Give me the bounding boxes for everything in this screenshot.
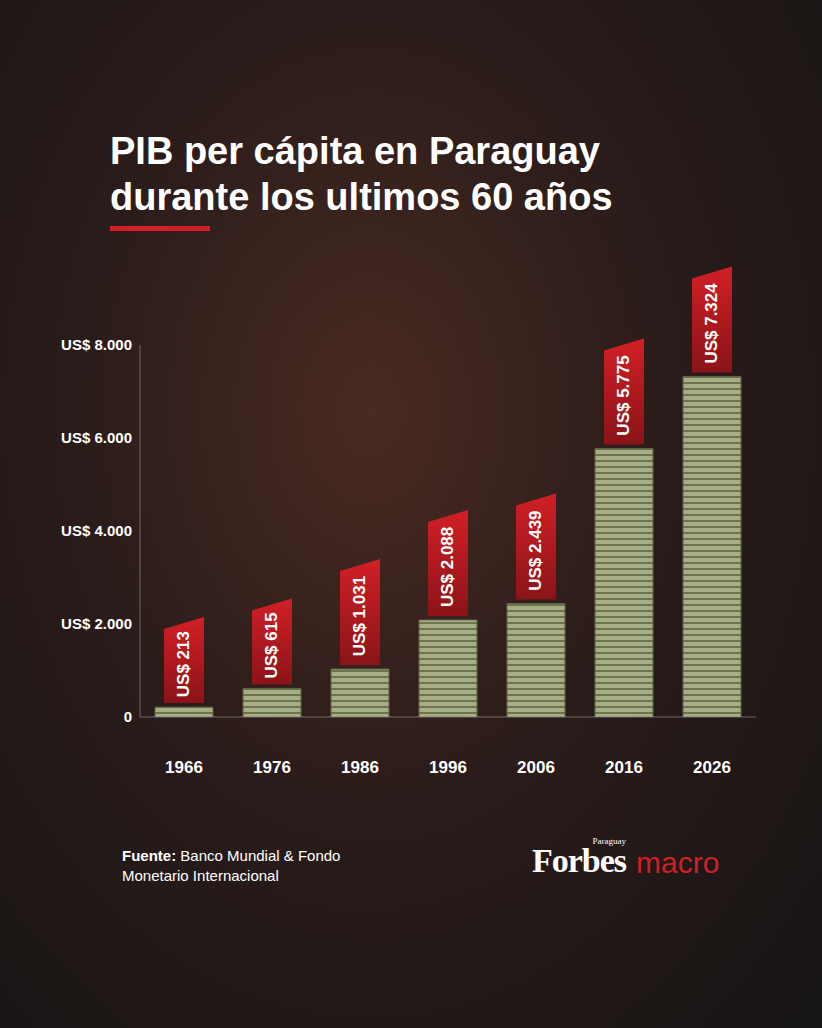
svg-text:2026: 2026 [693,758,731,777]
html-text:Paraguay: Paraguay [592,836,627,846]
svg-text:2006: 2006 [517,758,555,777]
svg-text:US$ 7.324: US$ 7.324 [703,283,722,364]
html-text:Forbes macro: Forbes macro [532,842,720,879]
svg-text:US$ 2.000: US$ 2.000 [61,615,132,632]
svg-text:1976: 1976 [253,758,291,777]
svg-text:2016: 2016 [605,758,643,777]
html-text:PIB per cápita en Paraguay dur: PIB per cápita en Paraguay durante los u… [110,130,613,218]
svg-text:US$ 213: US$ 213 [175,631,194,697]
svg-text:US$ 2.439: US$ 2.439 [527,510,546,590]
svg-text:0: 0 [124,708,132,725]
html-text:Fuente: Banco Mundial & Fondo: Fuente: Banco Mundial & Fondo Monetario … [122,847,341,884]
svg-text:US$ 5.775: US$ 5.775 [615,355,634,435]
svg-text:US$ 2.088: US$ 2.088 [439,527,458,607]
svg-text:1996: 1996 [429,758,467,777]
svg-text:US$ 1.031: US$ 1.031 [351,576,370,656]
svg-text:1986: 1986 [341,758,379,777]
svg-text:US$ 6.000: US$ 6.000 [61,429,132,446]
svg-text:US$ 4.000: US$ 4.000 [61,522,132,539]
svg-text:1966: 1966 [165,758,203,777]
svg-text:US$ 615: US$ 615 [263,612,282,678]
svg-text:US$ 8.000: US$ 8.000 [61,336,132,353]
